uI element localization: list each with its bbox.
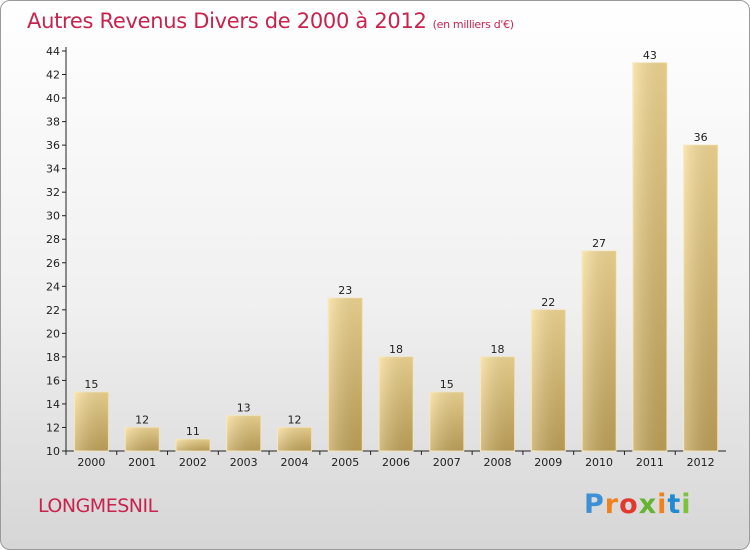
bar-shade	[531, 309, 566, 451]
bar-shade	[632, 62, 667, 451]
logo-letter: o	[619, 489, 639, 520]
bar-value-label: 23	[338, 284, 352, 297]
bar-value-label: 12	[287, 413, 301, 426]
logo-letter: P	[584, 489, 605, 520]
x-tick-label: 2008	[484, 456, 512, 469]
bar-shade	[277, 427, 312, 451]
logo-letter: t	[667, 489, 682, 520]
x-tick-label: 2003	[230, 456, 258, 469]
x-tick-label: 2011	[636, 456, 664, 469]
logo-letter: i	[657, 489, 668, 520]
y-tick-label: 28	[46, 233, 60, 246]
x-tick-label: 2007	[433, 456, 461, 469]
y-tick-label: 42	[46, 69, 60, 82]
y-tick-label: 16	[46, 374, 60, 387]
bar-value-label: 11	[186, 425, 200, 438]
bar-shade	[125, 427, 160, 451]
x-tick-label: 2010	[585, 456, 613, 469]
bar-shade	[226, 415, 261, 451]
chart-bars: 15 12 11 13 12 23 18 15 18 22 27 43 36	[73, 49, 719, 452]
bar-shade	[328, 298, 363, 451]
bar-shade	[379, 356, 413, 451]
y-tick-label: 20	[46, 327, 60, 340]
bar-shade	[74, 392, 109, 451]
x-tick-label: 2009	[534, 456, 562, 469]
y-tick-label: 34	[46, 163, 60, 176]
y-tick-label: 24	[46, 280, 60, 293]
bar-shade	[683, 145, 718, 451]
bar-shade	[582, 251, 617, 451]
y-tick-label: 30	[46, 210, 60, 223]
bar-value-label: 43	[643, 49, 657, 62]
chart-title-text: Autres Revenus Divers de 2000 à 2012	[27, 9, 427, 33]
bar-value-label: 18	[491, 343, 505, 356]
logo-letter: r	[604, 489, 620, 520]
bar-value-label: 18	[389, 343, 403, 356]
bar-value-label: 15	[440, 378, 454, 391]
y-tick-label: 18	[46, 351, 60, 364]
bar-value-label: 12	[135, 413, 149, 426]
y-tick-label: 36	[46, 139, 60, 152]
x-tick-label: 2004	[280, 456, 308, 469]
y-tick-label: 12	[46, 421, 60, 434]
y-tick-label: 14	[46, 398, 60, 411]
place-name: LONGMESNIL	[38, 495, 158, 517]
x-tick-label: 2005	[331, 456, 359, 469]
bar-value-label: 27	[592, 237, 606, 250]
logo-letter: i	[681, 489, 692, 520]
x-tick-label: 2012	[687, 456, 715, 469]
x-tick-label: 2002	[179, 456, 207, 469]
bar-value-label: 22	[541, 296, 555, 309]
bar-shade	[480, 356, 515, 451]
x-tick-label: 2001	[128, 456, 156, 469]
chart-axes: 10 12 14 16 18 20 22 24 26 28 30 32 34 36 38 40 42 44 2000…	[46, 45, 726, 469]
bar-value-label: 36	[694, 131, 708, 144]
y-tick-label: 40	[46, 92, 60, 105]
y-tick-label: 22	[46, 304, 60, 317]
bar-value-label: 13	[237, 402, 251, 415]
y-tick-label: 44	[46, 45, 60, 58]
logo-letter: x	[638, 489, 658, 520]
bar-shade	[175, 439, 210, 451]
proxiti-logo: Proxiti	[584, 489, 692, 520]
bar-shade	[429, 392, 464, 451]
y-tick-label: 10	[46, 445, 60, 458]
x-tick-label: 2006	[382, 456, 410, 469]
y-tick-label: 32	[46, 186, 60, 199]
y-tick-label: 38	[46, 116, 60, 129]
x-tick-label: 2000	[77, 456, 105, 469]
chart-title: Autres Revenus Divers de 2000 à 2012 (en …	[27, 9, 514, 33]
bar-value-label: 15	[84, 378, 98, 391]
chart-subtitle: (en milliers d'€)	[432, 18, 514, 31]
y-tick-label: 26	[46, 257, 60, 270]
